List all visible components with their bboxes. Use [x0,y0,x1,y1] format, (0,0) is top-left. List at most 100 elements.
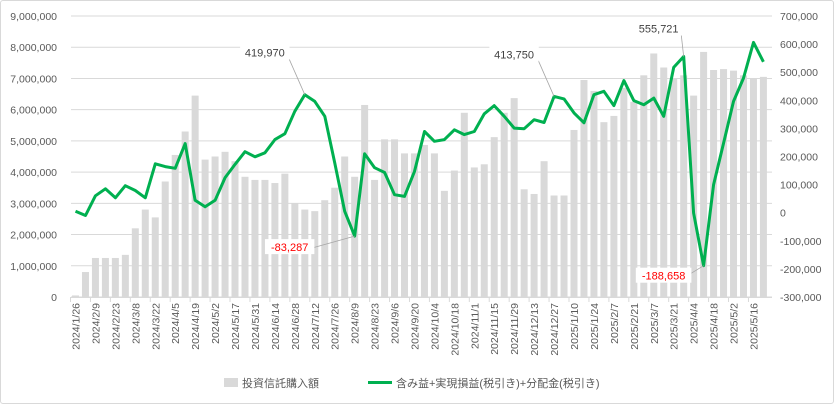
bar [371,179,379,297]
left-axis-tick-label: 0 [51,292,57,304]
bar [430,153,438,297]
bar [470,167,478,297]
bar [450,170,458,297]
bar [161,181,169,297]
x-axis-tick-label: 2024/8/23 [370,303,382,350]
x-axis-tick-label: 2024/12/13 [529,303,541,356]
bar [321,200,329,297]
bar [700,51,708,298]
x-axis-tick-label: 2024/5/17 [230,303,242,350]
bar [391,139,399,297]
x-axis-tick-label: 2024/3/8 [130,303,142,344]
x-axis-tick-label: 2025/1/10 [569,303,581,350]
bar [550,195,558,297]
right-axis-tick-label: -100,000 [780,236,822,248]
bar [331,187,339,297]
x-axis-tick-label: 2024/3/22 [150,303,162,350]
bar [460,112,468,298]
x-axis-tick-label: 2024/5/2 [210,303,222,344]
bar [361,104,369,297]
legend-bar-label: 投資信託購入額 [242,376,319,390]
bar [151,217,159,297]
bar [600,122,608,298]
right-axis-tick-label: 500,000 [780,67,818,79]
bar [759,76,767,297]
x-axis-tick-label: 2025/3/7 [649,303,661,344]
right-axis-tick-label: 100,000 [780,180,818,192]
x-axis-tick-label: 2024/11/15 [489,303,501,355]
right-axis-tick-label: -300,000 [780,292,822,304]
right-axis-tick-label: 700,000 [780,11,818,23]
x-axis-tick-label: 2025/5/2 [729,303,741,344]
bar [72,295,79,297]
data-label: 419,970 [245,48,285,60]
bar [540,161,548,297]
bar [520,189,528,297]
bar [410,153,418,297]
data-label: -83,287 [271,242,308,254]
right-axis-tick-label: 0 [780,208,786,220]
bar [91,257,99,297]
data-label-bg [264,239,315,255]
left-axis-tick-label: 4,000,000 [10,167,57,179]
x-axis-tick-label: 2024/7/12 [310,303,322,350]
x-axis-tick-label: 2024/6/14 [270,303,282,350]
bar [560,195,568,297]
bar [630,101,638,297]
line-path [74,40,765,268]
bar [640,75,648,297]
bar [121,254,129,297]
bar [111,257,119,297]
x-axis-tick-label: 2024/11/1 [469,303,481,349]
x-axis-tick-label: 2024/10/18 [449,303,461,356]
bar [251,179,259,297]
right-axis-tick-label: 600,000 [780,39,818,51]
data-label: -188,658 [642,271,685,283]
x-axis-tick-label: 2025/4/4 [689,303,701,344]
data-label-leader [535,55,555,97]
data-label-leader [311,235,355,249]
x-axis-tick-label: 2024/2/9 [90,303,102,344]
bar [401,153,409,297]
data-labels: 419,970 -83,287 413,750 555,721 -188,658 [240,20,704,283]
bar [720,69,728,297]
bar [311,211,319,297]
x-axis-tick-label: 2024/9/20 [409,303,421,350]
x-axis-tick-label: 2024/7/26 [330,303,342,350]
bar [281,173,289,297]
bar [81,272,89,297]
bar [610,115,618,298]
x-axis-tick-label: 2025/5/16 [748,303,760,350]
bar [730,70,738,297]
bar [211,156,219,297]
bar [221,151,229,297]
left-axis-tick-label: 3,000,000 [10,198,57,210]
bar [480,164,488,297]
data-label-bg [635,267,692,283]
bar [261,179,269,297]
right-axis-tick-label: 200,000 [780,152,818,164]
bar [341,156,349,297]
bar [500,112,508,298]
right-axis-tick-label: 300,000 [780,123,818,135]
data-label-bg [240,44,290,60]
legend-line-label: 含み益+実現損益(税引き)+分配金(税引き) [396,376,600,390]
left-axis-tick-label: 8,000,000 [10,42,57,54]
bar [141,209,149,297]
x-axis-tick-label: 2024/1/26 [71,303,83,350]
right-axis: -300,000 -200,000 -100,000 0 100,000 200,000 3… [780,11,822,304]
data-label: 555,721 [639,24,679,36]
bar [660,67,668,298]
x-axis-tick-label: 2024/2/23 [110,303,122,350]
line-series [74,40,765,268]
x-axis-tick-label: 2024/11/29 [509,303,521,355]
data-label-bg [633,20,684,36]
bar [510,98,518,297]
left-axis-tick-label: 1,000,000 [10,261,57,273]
x-axis-tick-label: 2025/4/18 [709,303,721,350]
bar [440,190,448,297]
left-axis-tick-label: 6,000,000 [10,105,57,117]
data-label-bg [489,46,539,62]
left-axis-tick-label: 7,000,000 [10,73,57,85]
